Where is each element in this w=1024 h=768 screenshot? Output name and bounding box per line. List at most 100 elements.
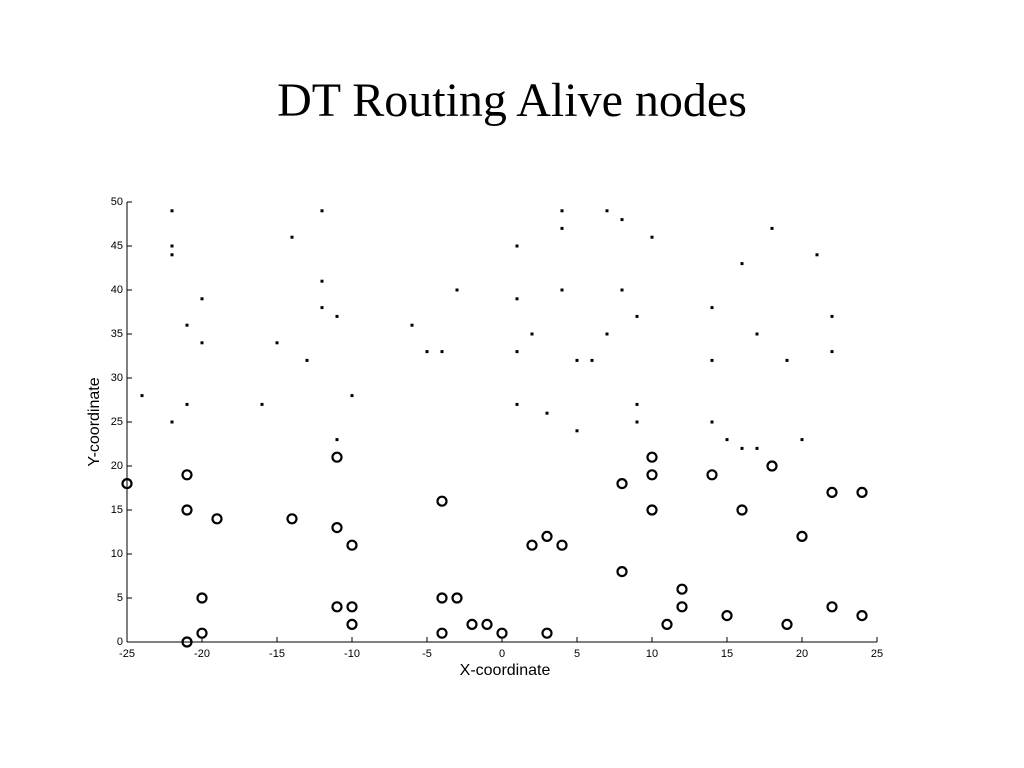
node-alive bbox=[436, 592, 448, 604]
x-tick-label: 10 bbox=[646, 648, 658, 660]
node-alive bbox=[526, 539, 538, 551]
node-dot bbox=[830, 314, 834, 318]
node-alive bbox=[436, 495, 448, 507]
node-dot bbox=[320, 306, 324, 310]
node-dot bbox=[830, 350, 834, 354]
node-dot bbox=[560, 226, 564, 230]
node-alive bbox=[676, 601, 688, 613]
node-alive bbox=[436, 627, 448, 639]
y-tick-label: 30 bbox=[111, 372, 123, 384]
x-tick-label: -10 bbox=[344, 648, 360, 660]
y-tick-label: 15 bbox=[111, 504, 123, 516]
node-dot bbox=[725, 438, 729, 442]
node-alive bbox=[856, 486, 868, 498]
node-alive bbox=[451, 592, 463, 604]
x-tick-label: 25 bbox=[871, 648, 883, 660]
node-alive bbox=[121, 478, 133, 490]
node-alive bbox=[781, 618, 793, 631]
x-tick-label: 5 bbox=[574, 648, 580, 660]
node-dot bbox=[425, 350, 429, 354]
node-dot bbox=[710, 306, 714, 310]
node-dot bbox=[710, 358, 714, 362]
node-dot bbox=[515, 350, 519, 354]
y-tick-label: 10 bbox=[111, 548, 123, 560]
node-dot bbox=[320, 209, 324, 213]
node-dot bbox=[200, 341, 204, 345]
node-alive bbox=[826, 601, 838, 613]
node-dot bbox=[650, 235, 654, 239]
y-tick-label: 35 bbox=[111, 328, 123, 340]
node-dot bbox=[575, 358, 579, 362]
node-dot bbox=[290, 235, 294, 239]
node-dot bbox=[560, 288, 564, 292]
node-alive bbox=[286, 513, 298, 525]
node-dot bbox=[620, 218, 624, 222]
node-alive bbox=[706, 469, 718, 481]
node-dot bbox=[200, 297, 204, 301]
node-dot bbox=[590, 358, 594, 362]
x-tick-label: -15 bbox=[269, 648, 285, 660]
node-alive bbox=[331, 601, 343, 613]
node-alive bbox=[211, 513, 223, 525]
node-dot bbox=[575, 429, 579, 433]
node-dot bbox=[515, 297, 519, 301]
node-dot bbox=[755, 332, 759, 336]
node-dot bbox=[170, 420, 174, 424]
node-alive bbox=[661, 618, 673, 631]
node-alive bbox=[196, 592, 208, 604]
node-dot bbox=[755, 446, 759, 450]
y-tick-label: 25 bbox=[111, 416, 123, 428]
node-dot bbox=[170, 244, 174, 248]
node-alive bbox=[646, 469, 658, 481]
node-dot bbox=[785, 358, 789, 362]
node-dot bbox=[410, 323, 414, 327]
x-tick-label: -5 bbox=[422, 648, 432, 660]
node-dot bbox=[740, 446, 744, 450]
node-dot bbox=[185, 323, 189, 327]
node-alive bbox=[646, 504, 658, 516]
node-alive bbox=[346, 539, 358, 551]
y-axis-label: Y-coordinate bbox=[86, 377, 103, 466]
x-tick-label: 20 bbox=[796, 648, 808, 660]
node-dot bbox=[740, 262, 744, 266]
node-dot bbox=[605, 332, 609, 336]
node-alive bbox=[346, 601, 358, 613]
node-dot bbox=[335, 314, 339, 318]
y-tick-label: 20 bbox=[111, 460, 123, 472]
node-dot bbox=[545, 411, 549, 415]
node-dot bbox=[455, 288, 459, 292]
node-alive bbox=[616, 478, 628, 490]
node-dot bbox=[815, 253, 819, 257]
node-alive bbox=[721, 609, 733, 622]
node-alive bbox=[556, 539, 568, 551]
node-dot bbox=[440, 350, 444, 354]
node-alive bbox=[736, 504, 748, 516]
x-tick-label: -25 bbox=[119, 648, 135, 660]
node-alive bbox=[346, 618, 358, 631]
node-alive bbox=[481, 618, 493, 631]
node-dot bbox=[170, 253, 174, 257]
node-dot bbox=[515, 402, 519, 406]
node-dot bbox=[185, 402, 189, 406]
node-alive bbox=[541, 627, 553, 639]
node-alive bbox=[796, 530, 808, 543]
node-dot bbox=[635, 314, 639, 318]
node-alive bbox=[676, 583, 688, 595]
node-alive bbox=[331, 521, 343, 534]
y-tick-label: 40 bbox=[111, 284, 123, 296]
node-dot bbox=[635, 420, 639, 424]
x-axis-label: X-coordinate bbox=[460, 662, 551, 679]
node-dot bbox=[560, 209, 564, 213]
node-dot bbox=[515, 244, 519, 248]
node-alive bbox=[646, 451, 658, 463]
node-dot bbox=[800, 438, 804, 442]
node-alive bbox=[181, 636, 193, 648]
y-tick-label: 0 bbox=[117, 636, 123, 648]
node-alive bbox=[196, 627, 208, 639]
node-alive bbox=[826, 486, 838, 498]
node-dot bbox=[305, 358, 309, 362]
node-dot bbox=[620, 288, 624, 292]
chart-title: DT Routing Alive nodes bbox=[277, 74, 747, 127]
y-tick-label: 5 bbox=[117, 592, 123, 604]
